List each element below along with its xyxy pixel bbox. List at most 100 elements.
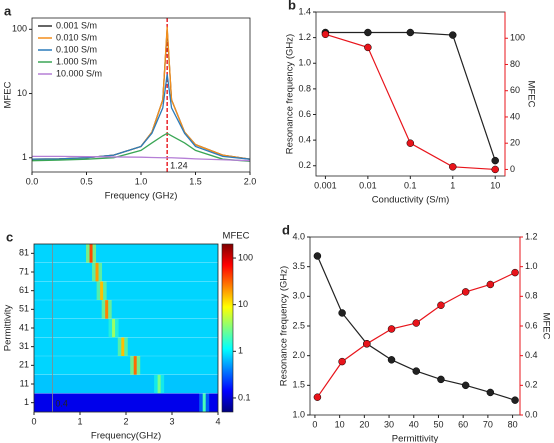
point <box>491 156 499 165</box>
point <box>491 165 499 174</box>
heat-row <box>34 356 218 375</box>
point <box>321 30 330 39</box>
point <box>338 357 346 366</box>
y-tick-label: 2.0 <box>292 350 305 360</box>
legend-label: 0.100 S/m <box>56 44 97 54</box>
y-tick-label: 1.0 <box>298 58 311 68</box>
x-tick-label: 20 <box>359 419 369 429</box>
y-axis-label: Resonance frequency (GHz) <box>285 34 296 154</box>
heat-row <box>34 281 218 300</box>
vline-label: 0.4 <box>55 398 68 408</box>
peak <box>157 374 161 394</box>
y-tick-label: 0.6 <box>298 109 311 119</box>
y-tick-label: 0.2 <box>298 160 311 170</box>
x-tick-label: 10 <box>490 180 500 190</box>
x-tick-label: 0.1 <box>404 180 417 190</box>
peak <box>121 337 125 356</box>
y-tick-label: 100 <box>12 24 27 34</box>
x-tick-label: 2 <box>123 416 128 426</box>
panel-letter: a <box>4 3 12 18</box>
x-tick-label: 3 <box>169 416 174 426</box>
legend-label: 0.001 S/m <box>56 20 97 30</box>
y2-tick-label: 40 <box>510 111 520 121</box>
heat-row <box>34 244 218 263</box>
heat-row <box>34 393 218 412</box>
y-tick-label: 31 <box>19 341 29 351</box>
plot-area <box>325 31 496 171</box>
y-tick-label: 21 <box>19 360 29 370</box>
point <box>449 163 457 171</box>
x-tick-label: 80 <box>508 419 518 429</box>
y2-tick-label: 0 <box>510 164 515 174</box>
point <box>338 309 346 317</box>
x-tick-label: 1 <box>450 180 455 190</box>
panel-letter: d <box>282 222 290 237</box>
y-tick-label: 1.5 <box>292 380 305 390</box>
y-tick-label: 1.0 <box>292 409 305 419</box>
point <box>364 43 372 52</box>
point <box>387 356 396 364</box>
heat-row <box>34 318 218 338</box>
series-line <box>316 272 516 398</box>
plot-area <box>32 18 250 172</box>
point <box>313 393 322 401</box>
point <box>387 325 396 333</box>
x-tick-label: 0 <box>312 419 317 429</box>
point <box>412 319 420 327</box>
peak <box>112 318 116 338</box>
y-axis-label: Permittivity <box>3 305 14 352</box>
plot-area <box>316 255 516 401</box>
point <box>486 280 495 289</box>
x-tick-label: 0.001 <box>314 180 337 190</box>
point <box>437 301 445 309</box>
series-line <box>325 33 496 171</box>
frame <box>33 243 219 413</box>
panel-letter: b <box>288 0 296 12</box>
y-axis-label: Resonance frequency (GHz) <box>279 266 290 386</box>
y-tick-label: 61 <box>19 285 29 295</box>
x-tick-label: 1.0 <box>135 176 148 186</box>
y2-tick-label: 0.0 <box>525 409 538 419</box>
colorbar-label: MFEC <box>223 231 250 242</box>
plot-area <box>34 244 218 412</box>
y-tick-label: 1 <box>22 152 27 162</box>
y2-axis-label: MFEC <box>525 81 536 108</box>
y-tick-label: 41 <box>19 322 29 332</box>
x-tick-label: 50 <box>433 419 443 429</box>
x-axis-label: Frequency (GHz) <box>105 191 178 202</box>
y2-tick-label: 100 <box>510 33 525 43</box>
x-tick-label: 0.01 <box>359 180 377 190</box>
series-line <box>32 155 250 162</box>
colorbar-tick-label: 0.1 <box>238 392 251 402</box>
y-tick-label: 81 <box>19 248 29 258</box>
x-tick-label: 0 <box>31 416 36 426</box>
x-tick-label: 40 <box>409 419 419 429</box>
frame <box>31 17 251 173</box>
x-tick-label: 70 <box>483 419 493 429</box>
y-tick-label: 10 <box>17 88 27 98</box>
frame <box>315 11 506 177</box>
colorbar-tick-label: 10 <box>238 299 248 309</box>
y2-tick-label: 1.0 <box>525 261 538 271</box>
vline-label: 1.24 <box>170 160 188 170</box>
panel-letter: c <box>6 229 13 244</box>
heat-row <box>34 300 218 319</box>
peak <box>89 244 93 263</box>
point <box>406 139 415 147</box>
point <box>363 340 371 348</box>
heat-row <box>34 262 218 282</box>
x-tick-label: 0.0 <box>26 176 39 186</box>
x-axis-label: Permittivity <box>392 434 439 443</box>
peak <box>105 300 109 319</box>
point <box>486 388 495 397</box>
x-tick-label: 4 <box>215 416 220 426</box>
x-tick-label: 2.0 <box>244 176 257 186</box>
y2-tick-label: 0.4 <box>525 350 538 360</box>
y-tick-label: 1.2 <box>298 32 311 42</box>
y-tick-label: 51 <box>19 304 29 314</box>
point <box>412 367 420 375</box>
y-tick-label: 1.4 <box>298 6 311 16</box>
x-axis-label: Conductivity (S/m) <box>372 195 450 206</box>
point <box>461 381 470 390</box>
x-tick-label: 60 <box>458 419 468 429</box>
